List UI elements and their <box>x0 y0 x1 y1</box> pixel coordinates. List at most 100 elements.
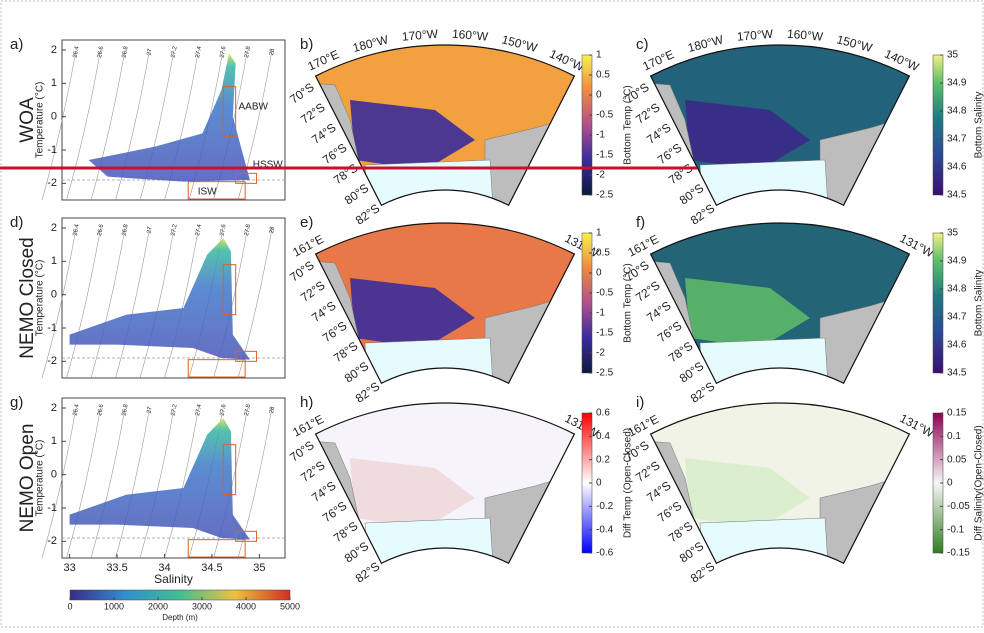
colorbar <box>932 54 944 196</box>
water-mass-label: ISW <box>198 186 217 197</box>
isopycnal-label: 27.2 <box>171 45 179 58</box>
y-tick-label: 2 <box>51 222 57 234</box>
isopycnal <box>115 49 150 201</box>
colorbar-tick-label: 0.6 <box>596 408 610 419</box>
ice-shelf <box>364 517 496 564</box>
colorbar-tick-label: 35 <box>947 228 959 239</box>
lat-label: 70°S <box>287 80 316 106</box>
cold-water <box>350 278 475 348</box>
y-tick-label: 0 <box>51 289 57 301</box>
lat-label: 70°S <box>287 258 316 284</box>
map-outline <box>649 402 911 565</box>
isopycnal-label: 26.4 <box>73 223 81 236</box>
isopycnal-label: 26.4 <box>73 45 81 58</box>
water-mass-label: HSSW <box>253 160 284 171</box>
colorbar-tick-label: -2 <box>596 170 605 181</box>
colorbar-label: Diff Salinity(Open-Closed) <box>974 425 984 540</box>
lat-label: 78°S <box>331 161 360 187</box>
lat-label: 70°S <box>622 258 651 284</box>
map-outline <box>314 44 576 207</box>
lat-label: 80°S <box>342 359 371 385</box>
colorbar-label: Bottom Temp (°C) <box>623 263 634 342</box>
isopycnal-label: 27.8 <box>244 223 252 236</box>
colorbar-tick-label: -0.05 <box>947 501 970 512</box>
cold-water <box>685 100 810 170</box>
colorbar-tick-label: -1 <box>596 308 605 319</box>
y-tick-label: 0 <box>51 469 57 481</box>
ice-shelf <box>699 517 831 564</box>
y-tick-label: -1 <box>47 322 57 334</box>
isopycnal <box>115 407 150 559</box>
colorbar-label: Depth (m) <box>162 613 198 622</box>
y-tick-label: 2 <box>51 44 57 56</box>
y-axis-label: Temperature (°C) <box>35 82 46 159</box>
water-mass-box <box>187 359 246 378</box>
lat-label: 76°S <box>655 319 684 345</box>
lon-label: 170°W <box>736 27 774 44</box>
lat-label: 78°S <box>666 161 695 187</box>
colorbar-tick-label: 0.4 <box>596 431 610 442</box>
lat-label: 74°S <box>644 478 673 504</box>
colorbar-tick-label: -0.5 <box>596 288 614 299</box>
x-axis-label: Salinity <box>154 572 193 586</box>
water-mass-box <box>187 181 246 200</box>
panel-label: b) <box>300 36 313 53</box>
lon-label: 170°W <box>401 27 439 44</box>
water-mass-box <box>222 444 237 496</box>
y-tick-label: 0 <box>51 111 57 123</box>
colorbar-tick-label: 0.2 <box>596 454 610 465</box>
colorbar-tick-label: 0.1 <box>947 431 961 442</box>
lat-label: 80°S <box>677 359 706 385</box>
colorbar-tick-label: 34.6 <box>947 162 967 173</box>
colorbar-tick-label: -1.5 <box>596 328 614 339</box>
isopycnal-label: 27 <box>147 406 154 414</box>
isopycnal <box>90 407 126 559</box>
water-mass-box <box>222 264 237 316</box>
colorbar-tick-label: 0 <box>596 268 602 279</box>
isopycnal-label: 26.8 <box>122 223 130 236</box>
colorbar-tick-label: -2.5 <box>596 368 614 379</box>
colorbar-tick-label: -0.15 <box>947 548 970 559</box>
isopycnal-label: 27.6 <box>220 45 228 58</box>
panel-label: c) <box>636 36 649 53</box>
lon-label: 160°W <box>786 27 824 44</box>
isopycnal-label: 27 <box>147 48 154 56</box>
lat-label: 82°S <box>353 559 382 585</box>
row-title: WOA <box>17 97 38 143</box>
colorbar-tick-label: 0 <box>596 90 602 101</box>
panel-label: e) <box>300 214 313 231</box>
isopycnal-label: 27.4 <box>195 403 203 416</box>
lat-label: 76°S <box>320 141 349 167</box>
water-mass-box <box>235 350 258 362</box>
isopycnal-label: 27 <box>147 226 154 234</box>
isopycnal <box>66 49 101 201</box>
lat-label: 78°S <box>666 519 695 545</box>
y-tick-label: 2 <box>51 402 57 414</box>
colorbar-tick-label: 1 <box>596 50 602 61</box>
colorbar-tick-label: -0.2 <box>596 501 614 512</box>
map-outline <box>649 44 911 207</box>
lat-label: 74°S <box>309 120 338 146</box>
lat-label: 72°S <box>298 100 327 126</box>
isopycnal-label: 27.6 <box>220 223 228 236</box>
y-axis-label: Temperature (°C) <box>35 260 46 337</box>
colorbar-tick-label: 0 <box>67 601 72 611</box>
y-axis-label: Temperature (°C) <box>35 440 46 517</box>
colorbar-tick-label: 34.9 <box>947 256 967 267</box>
colorbar-tick-label: 34.5 <box>947 368 967 379</box>
colorbar <box>581 54 593 196</box>
colorbar-label: Bottom Salinity <box>974 270 984 337</box>
isopycnal <box>41 407 77 559</box>
isopycnal-label: 26.6 <box>97 45 105 58</box>
isopycnal <box>164 49 199 201</box>
lat-label: 74°S <box>644 298 673 324</box>
x-tick-label: 34.5 <box>201 562 222 574</box>
colorbar-tick-label: 34.6 <box>947 340 967 351</box>
row-title: NEMO Closed <box>17 237 38 358</box>
colorbar-tick-label: 34.5 <box>947 190 967 201</box>
colorbar-tick-label: 34.7 <box>947 312 967 323</box>
colorbar-label: Bottom Salinity <box>974 92 984 159</box>
lat-label: 82°S <box>353 379 382 405</box>
isopycnal-label: 28 <box>269 48 276 56</box>
